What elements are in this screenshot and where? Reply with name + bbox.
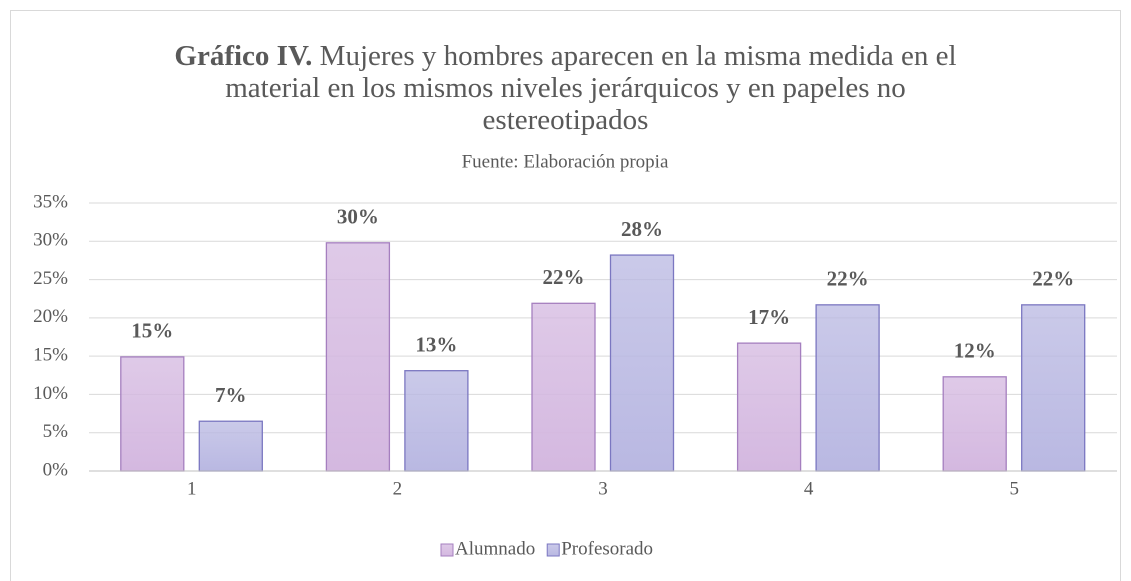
x-tick-label: 1	[187, 478, 197, 499]
data-label: 28%	[621, 217, 663, 241]
y-tick-label: 25%	[33, 268, 68, 289]
data-label: 15%	[131, 319, 173, 343]
chart-title: Gráfico IV. Mujeres y hombres aparecen e…	[140, 40, 991, 136]
bar	[736, 342, 802, 472]
chart-frame	[10, 10, 1121, 581]
bar	[942, 376, 1007, 472]
bar	[1021, 304, 1086, 472]
y-tick-label: 30%	[33, 230, 68, 251]
legend-swatch	[440, 543, 454, 557]
y-tick-label: 20%	[33, 306, 68, 327]
x-tick-label: 3	[598, 478, 608, 499]
legend-swatch	[546, 543, 560, 557]
x-tick-label: 4	[804, 478, 814, 499]
x-tick-label: 5	[1009, 478, 1019, 499]
y-tick-label: 0%	[43, 459, 69, 480]
bar	[531, 302, 596, 472]
data-label: 22%	[827, 267, 869, 291]
y-tick-label: 5%	[43, 421, 69, 442]
data-label: 22%	[1032, 267, 1074, 291]
x-tick-label: 2	[393, 478, 403, 499]
y-tick-label: 10%	[33, 383, 68, 404]
data-label: 12%	[954, 339, 996, 363]
bar	[120, 356, 185, 472]
legend-label: Profesorado	[561, 538, 653, 559]
data-label: 7%	[215, 383, 247, 407]
y-tick-label: 15%	[33, 345, 68, 366]
bar	[404, 370, 469, 472]
bar	[609, 254, 675, 472]
bar	[325, 242, 391, 472]
title-prefix: Gráfico IV.	[174, 40, 313, 72]
chart-subtitle: Fuente: Elaboración propia	[462, 151, 669, 172]
title-text: Mujeres y hombres aparecen en la misma m…	[225, 40, 957, 136]
data-label: 13%	[415, 333, 457, 357]
data-label: 30%	[337, 205, 379, 229]
data-label: 17%	[748, 305, 790, 329]
bar	[198, 420, 263, 472]
data-label: 22%	[543, 265, 585, 289]
y-tick-label: 35%	[33, 191, 68, 212]
legend-label: Alumnado	[455, 538, 535, 559]
bar	[815, 304, 880, 472]
